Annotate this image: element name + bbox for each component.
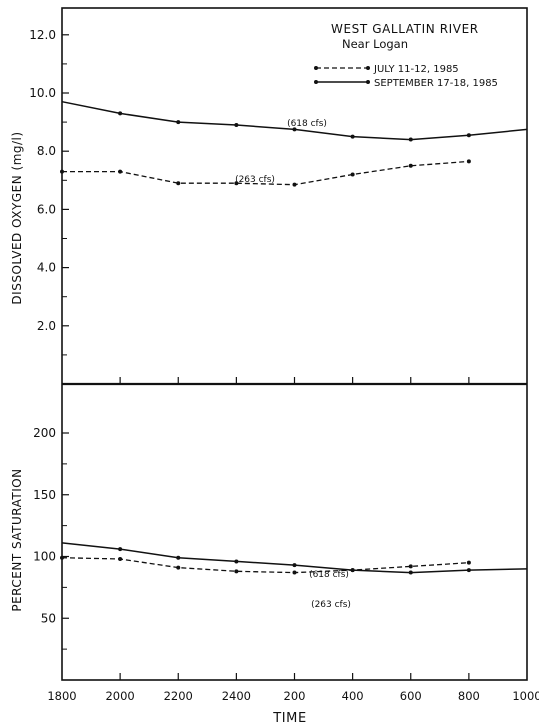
- legend-marker-solid-end: [366, 80, 370, 84]
- y-tick-label: 10.0: [29, 86, 56, 100]
- legend-label-september: SEPTEMBER 17-18, 1985: [374, 78, 498, 89]
- top-annotation-263cfs: (263 cfs): [235, 175, 275, 185]
- data-point: [118, 547, 122, 551]
- chart-frame: [62, 8, 527, 680]
- y-tick-label: 2.0: [37, 319, 56, 333]
- legend-label-july: JULY 11-12, 1985: [373, 64, 459, 75]
- legend-marker-solid-start: [314, 80, 318, 84]
- data-point: [351, 172, 355, 176]
- data-point: [409, 138, 413, 142]
- legend-marker-dashed-end: [366, 66, 370, 70]
- x-tick-label: 400: [342, 689, 364, 703]
- x-tick-label: 1000: [512, 689, 539, 703]
- data-point: [234, 559, 238, 563]
- x-tick-label: 600: [400, 689, 422, 703]
- data-point: [467, 159, 471, 163]
- data-point: [351, 135, 355, 139]
- y-axis-label-top: DISSOLVED OXYGEN (mg/l): [10, 131, 24, 304]
- data-point: [293, 563, 297, 567]
- chart-subtitle: Near Logan: [342, 37, 408, 51]
- data-point: [176, 566, 180, 570]
- x-tick-label: 200: [284, 689, 306, 703]
- series-line-september: [62, 543, 527, 573]
- bottom-annotation-618cfs: (618 cfs): [309, 570, 349, 580]
- y-tick-label: 50: [41, 611, 56, 625]
- data-point: [176, 556, 180, 560]
- data-point: [234, 569, 238, 573]
- y-axis-label-bottom: PERCENT SATURATION: [10, 468, 24, 611]
- y-tick-label: 100: [33, 550, 56, 564]
- data-point: [409, 564, 413, 568]
- y-tick-label: 6.0: [37, 202, 56, 216]
- x-tick-label: 2000: [105, 689, 134, 703]
- data-point: [60, 556, 64, 560]
- data-point: [467, 133, 471, 137]
- data-point: [409, 164, 413, 168]
- data-point: [351, 568, 355, 572]
- data-point: [293, 571, 297, 575]
- plot-border: [62, 8, 527, 680]
- data-point: [118, 111, 122, 115]
- x-tick-label: 800: [458, 689, 480, 703]
- data-point: [176, 120, 180, 124]
- x-axis-label: TIME: [272, 711, 307, 726]
- series-layer: [60, 102, 527, 575]
- legend-marker-dashed-start: [314, 66, 318, 70]
- x-tick-label: 2200: [164, 689, 193, 703]
- y-tick-label: 200: [33, 426, 56, 440]
- data-point: [293, 183, 297, 187]
- data-point: [118, 557, 122, 561]
- y-tick-label: 150: [33, 488, 56, 502]
- x-tick-label: 1800: [47, 689, 76, 703]
- data-point: [118, 170, 122, 174]
- y-tick-label: 4.0: [37, 261, 56, 275]
- bottom-annotation-263cfs: (263 cfs): [311, 600, 351, 610]
- data-point: [60, 170, 64, 174]
- data-point: [234, 123, 238, 127]
- series-line-july: [62, 558, 469, 573]
- legend: JULY 11-12, 1985 SEPTEMBER 17-18, 1985: [314, 64, 498, 89]
- data-point: [467, 561, 471, 565]
- data-point: [176, 181, 180, 185]
- data-point: [467, 568, 471, 572]
- top-annotation-618cfs: (618 cfs): [287, 119, 327, 129]
- data-point: [409, 571, 413, 575]
- axis-ticks: [62, 35, 469, 680]
- y-tick-label: 8.0: [37, 144, 56, 158]
- y-tick-label: 12.0: [29, 28, 56, 42]
- chart-title: WEST GALLATIN RIVER: [331, 22, 479, 36]
- x-tick-label: 2400: [222, 689, 251, 703]
